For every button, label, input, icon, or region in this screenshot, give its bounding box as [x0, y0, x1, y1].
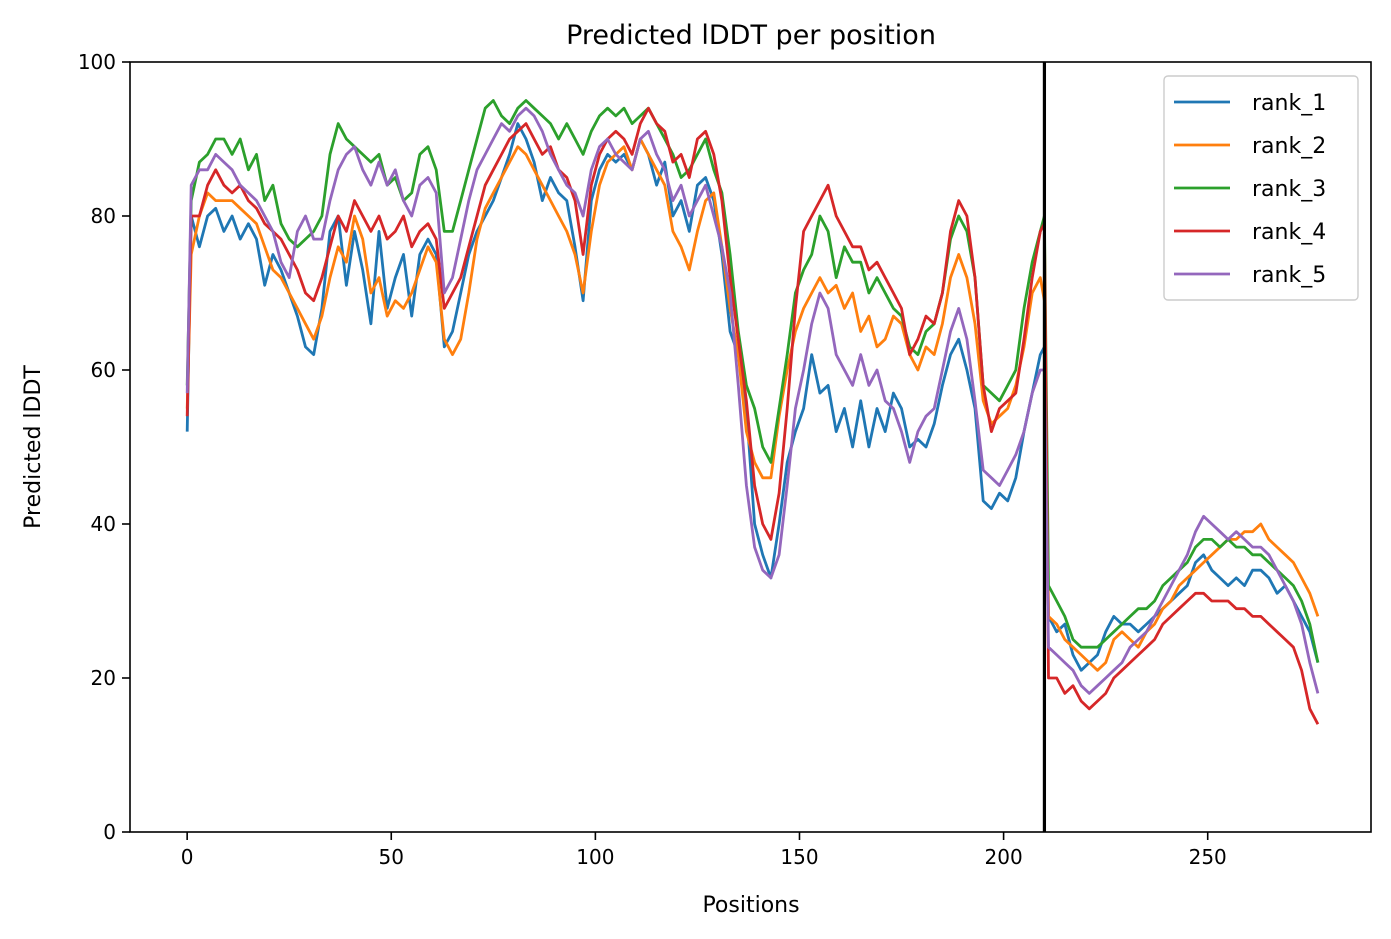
legend: rank_1 rank_2 rank_3 rank_4 rank_5	[1163, 75, 1359, 301]
y-tick-label: 60	[91, 358, 116, 382]
legend-label-rank_3: rank_3	[1252, 177, 1326, 202]
y-axis-label: Predicted lDDT	[21, 365, 46, 529]
series-line-rank_3	[185, 99, 1320, 663]
y-tick-label: 40	[91, 512, 116, 536]
x-tick-label: 0	[181, 845, 194, 869]
series-lines	[185, 62, 1320, 832]
legend-label-rank_1: rank_1	[1252, 91, 1326, 116]
series-line-rank_1	[185, 122, 1320, 672]
x-tick-label: 50	[379, 845, 404, 869]
x-tick-label: 150	[780, 845, 818, 869]
legend-label-rank_4: rank_4	[1252, 220, 1326, 245]
legend-box	[1163, 75, 1359, 301]
y-tick-label: 0	[103, 820, 116, 844]
series-line-rank_5	[185, 106, 1320, 695]
y-tick-label: 80	[91, 204, 116, 228]
x-tick-label: 250	[1189, 845, 1227, 869]
y-tick-label: 100	[78, 50, 116, 74]
y-axis: 0 20 40 60 80 100	[78, 50, 130, 844]
y-tick-label: 20	[91, 666, 116, 690]
series-line-rank_4	[185, 106, 1320, 725]
chart-title: Predicted lDDT per position	[566, 20, 936, 51]
x-axis: 0 50 100 150 200 250	[181, 832, 1227, 869]
x-tick-label: 100	[576, 845, 614, 869]
series-line-rank_2	[185, 137, 1320, 672]
legend-label-rank_5: rank_5	[1252, 263, 1326, 288]
x-tick-label: 200	[985, 845, 1023, 869]
plot-frame	[129, 61, 1372, 833]
legend-label-rank_2: rank_2	[1252, 134, 1326, 159]
x-axis-label: Positions	[702, 893, 799, 918]
